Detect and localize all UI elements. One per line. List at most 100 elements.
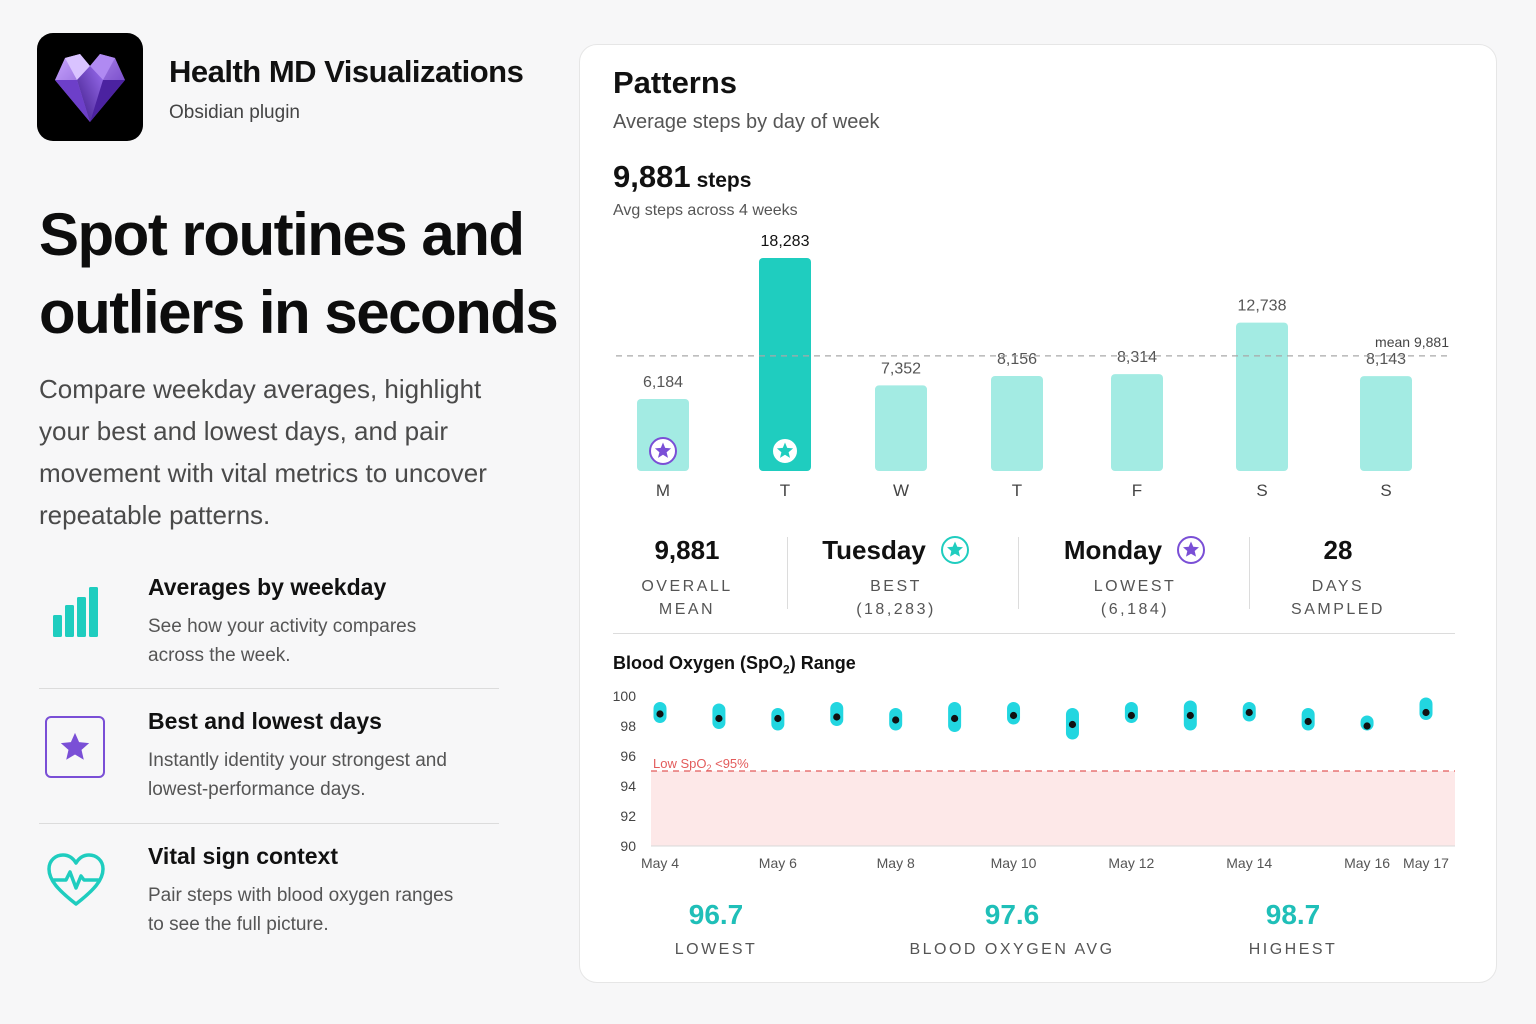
x-tick-label: May 6 xyxy=(759,855,797,871)
stat-separator xyxy=(1018,537,1019,609)
bar xyxy=(1236,322,1288,471)
brand-subtitle: Obsidian plugin xyxy=(169,102,300,123)
bar xyxy=(991,375,1043,471)
y-tick-label: 90 xyxy=(620,838,636,854)
category-label: M xyxy=(656,481,670,500)
metric-value: 98.7 xyxy=(1265,899,1321,930)
avg-steps-value: 9,881 steps xyxy=(613,159,751,195)
y-tick-label: 94 xyxy=(620,778,636,794)
summary-stats: 9,881 OVERALL MEAN Tuesday BEST (18,283) M… xyxy=(613,533,1455,623)
metric-label: LOWEST xyxy=(674,941,758,958)
patterns-card: Patterns Average steps by day of week 9,… xyxy=(579,44,1497,983)
bar-value-label: 6,184 xyxy=(643,374,683,391)
brand-title: Health MD Visualizations xyxy=(169,54,524,89)
x-tick-label: May 16 xyxy=(1344,855,1390,871)
spo2-avg-point xyxy=(1068,720,1077,729)
stat-separator xyxy=(787,537,788,609)
metric-label: HIGHEST xyxy=(1248,941,1338,958)
y-tick-label: 96 xyxy=(620,748,636,764)
spo2-range-bar xyxy=(1419,697,1433,720)
teal-star-icon xyxy=(940,536,969,564)
weekday-bar-chart: 6,184 M 18,283 T 7,352 W 8,156 T 8,314 F 12,738 S 8,… xyxy=(616,233,1452,500)
heart-pulse-icon xyxy=(39,843,113,917)
spo2-avg-point xyxy=(1186,711,1194,720)
bar xyxy=(759,258,811,471)
feature-description: See how your activity compares across th… xyxy=(148,616,417,666)
metric-value: 97.6 xyxy=(984,899,1040,930)
metric-label: BLOOD OXYGEN AVG xyxy=(909,941,1115,958)
y-tick-label: 98 xyxy=(620,718,636,734)
spo2-title-subscript: 2 xyxy=(783,662,790,677)
stat-value: 9,881 xyxy=(654,534,720,565)
hero-lead: Compare weekday averages, highlight your… xyxy=(39,374,487,530)
x-tick-label: May 14 xyxy=(1226,855,1272,871)
feature-description: Instantly identity your strongest and lo… xyxy=(148,750,447,800)
feature-title: Best and lowest days xyxy=(148,708,382,734)
app-logo xyxy=(37,33,143,141)
stat-label: OVERALL xyxy=(641,578,733,595)
spo2-avg-point xyxy=(1245,708,1253,717)
y-tick-label: 100 xyxy=(613,688,637,704)
spo2-title-text: Blood Oxygen (SpO xyxy=(613,653,784,673)
metric-value: 96.7 xyxy=(688,899,744,930)
bar-value-label: 8,143 xyxy=(1366,351,1406,368)
stat-lowest-day: Monday LOWEST (6,184) xyxy=(1030,533,1240,621)
bar-value-label: 8,156 xyxy=(997,351,1037,368)
stat-overall-mean: 9,881 OVERALL MEAN xyxy=(582,533,792,621)
avg-steps-note: Avg steps across 4 weeks xyxy=(613,202,798,219)
spo2-avg-point xyxy=(951,714,959,723)
spo2-title-text: ) Range xyxy=(789,653,856,673)
spo2-avg-point xyxy=(1009,711,1018,720)
stat-label: MEAN xyxy=(658,601,716,618)
stat-value: 28 xyxy=(1323,534,1353,565)
metric-lowest: 96.7 LOWEST xyxy=(606,899,826,959)
x-tick-label: May 10 xyxy=(991,855,1037,871)
spo2-avg-point xyxy=(1422,708,1430,717)
spo2-range-chart: Low SpO2 <95% 100 98 96 94 92 90 May 4 May 6 May … xyxy=(613,688,1455,871)
stat-label: DAYS xyxy=(1311,578,1365,595)
spo2-avg-point xyxy=(656,710,664,718)
bar-chart-icon xyxy=(39,574,113,648)
purple-star-icon xyxy=(649,437,677,465)
x-tick-label: May 4 xyxy=(641,855,679,871)
spo2-avg-point xyxy=(1363,722,1371,730)
purple-star-icon xyxy=(1177,536,1206,564)
spo2-avg-point xyxy=(1127,711,1135,720)
x-tick-label: May 12 xyxy=(1108,855,1154,871)
bar-value-label: 12,738 xyxy=(1238,298,1287,315)
bar-value-label: 7,352 xyxy=(881,360,921,377)
bar-value-label: 8,314 xyxy=(1117,349,1157,366)
section-divider xyxy=(613,633,1455,634)
feature-divider xyxy=(39,688,499,689)
stat-label: (18,283) xyxy=(856,601,936,618)
spo2-avg-point xyxy=(1304,717,1312,726)
bar xyxy=(1360,376,1412,471)
category-label: T xyxy=(1012,481,1022,500)
stat-days-sampled: 28 DAYS SAMPLED xyxy=(1233,533,1443,621)
card-title: Patterns xyxy=(613,65,738,100)
category-label: W xyxy=(893,481,909,500)
metric-highest: 98.7 HIGHEST xyxy=(1183,899,1403,959)
stat-value: Monday xyxy=(1063,534,1163,565)
stat-best-day: Tuesday BEST (18,283) xyxy=(791,533,1001,621)
avg-steps-unit: steps xyxy=(696,169,752,192)
category-label: S xyxy=(1256,481,1267,500)
stat-value: Tuesday xyxy=(822,534,926,565)
y-tick-label: 92 xyxy=(620,808,636,824)
feature-title: Averages by weekday xyxy=(148,574,387,600)
stat-label: SAMPLED xyxy=(1291,601,1385,618)
card-subtitle: Average steps by day of week xyxy=(613,111,880,133)
mean-label: mean 9,881 xyxy=(1375,334,1449,350)
teal-star-icon xyxy=(771,437,799,465)
low-spo2-label: Low SpO2 <95% xyxy=(653,756,749,773)
category-label: S xyxy=(1380,481,1391,500)
feature-divider xyxy=(39,823,499,824)
x-tick-label: May 17 xyxy=(1403,855,1449,871)
feature-description: Pair steps with blood oxygen ranges to s… xyxy=(148,885,454,935)
feature-title: Vital sign context xyxy=(148,843,339,869)
category-label: T xyxy=(780,481,790,500)
star-icon xyxy=(45,716,105,778)
spo2-avg-point xyxy=(892,716,900,724)
stat-label: BEST xyxy=(870,578,922,595)
stat-label: (6,184) xyxy=(1100,601,1170,618)
